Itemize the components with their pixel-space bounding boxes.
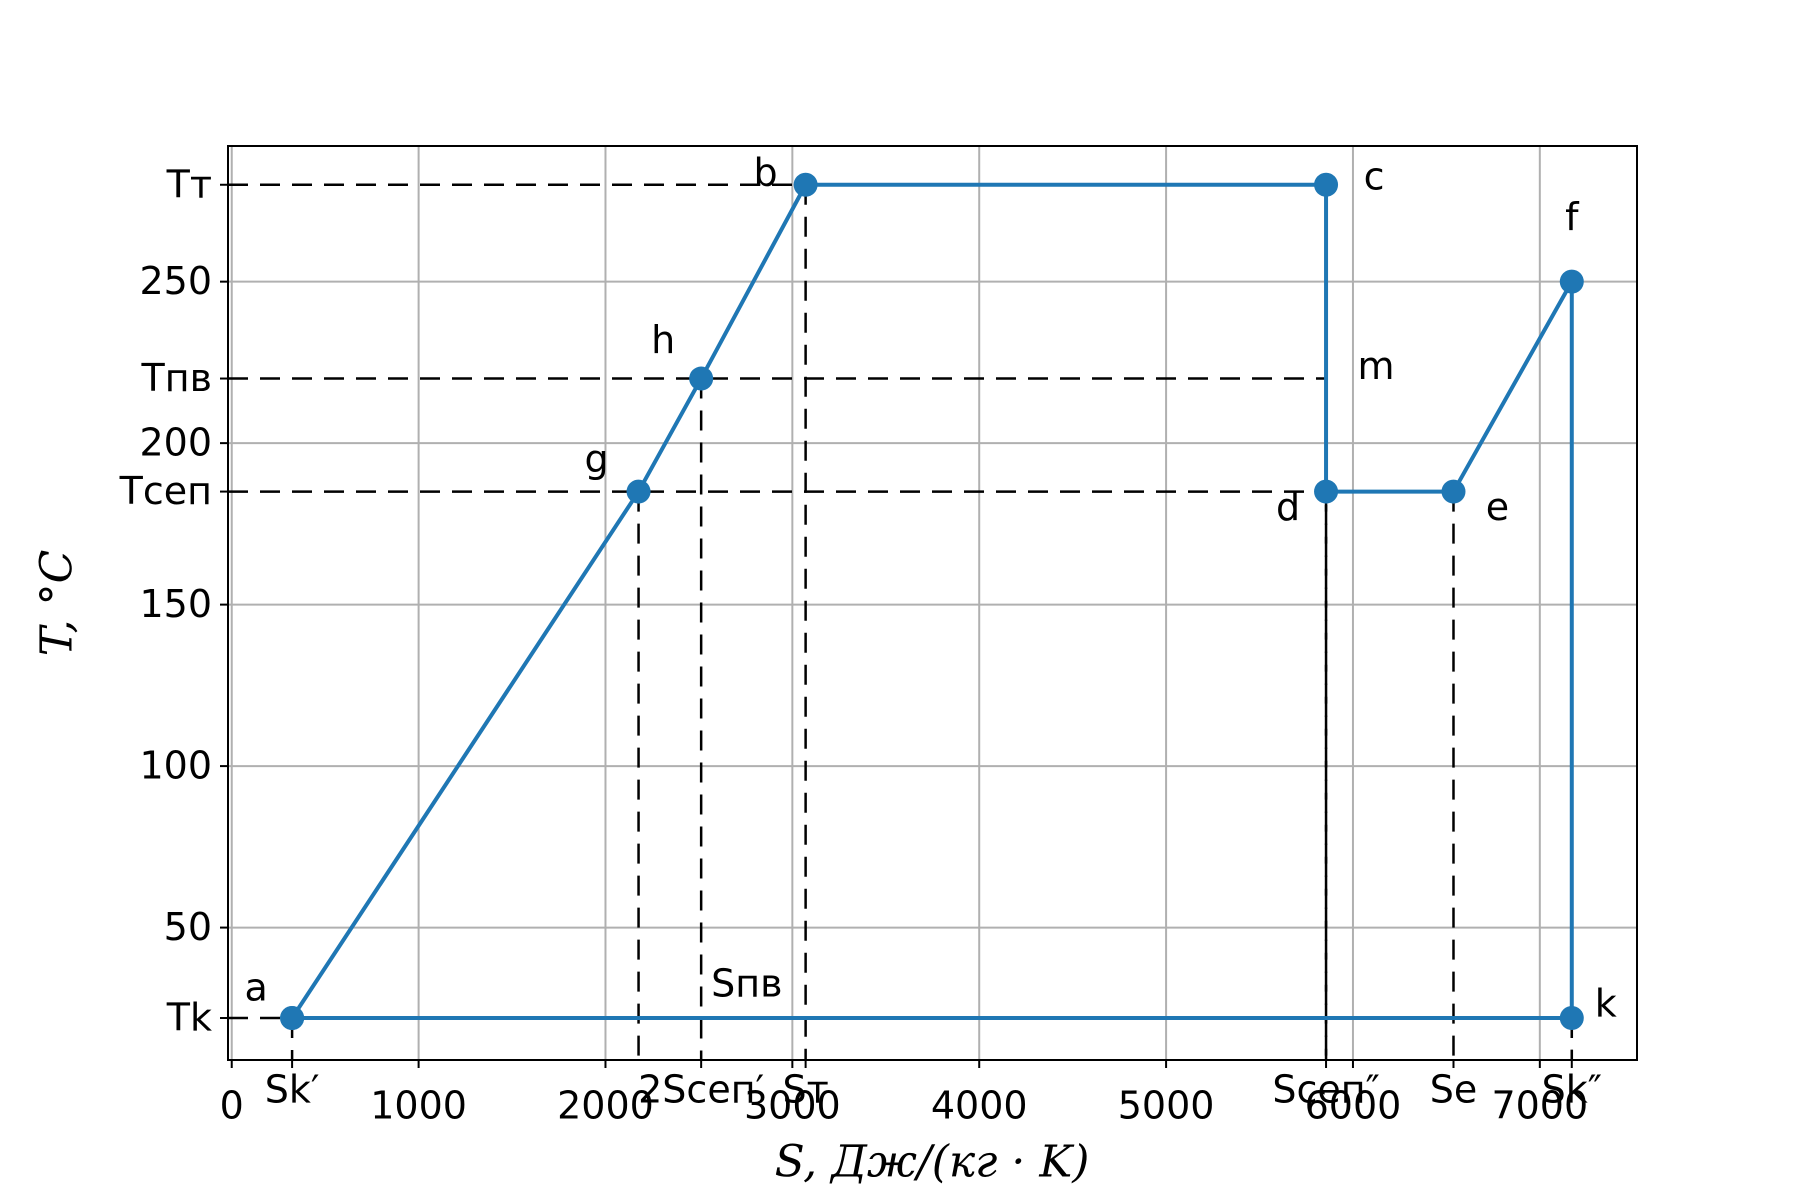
point-label: b [754,150,778,194]
point-label: h [651,318,675,362]
x-tick-label: 4000 [931,1084,1028,1128]
series-line [290,182,1574,1021]
y-tick-label: Tсеп [119,469,212,513]
point-label: f [1565,195,1580,239]
x-tick-label: 2Sсеп′ [638,1068,764,1112]
x-tick-label: 6000 [1305,1084,1402,1128]
point [1314,172,1339,197]
x-tick-label: 2000 [557,1084,654,1128]
point [689,366,714,391]
x-tick-label: 0 [220,1084,244,1128]
x-tick-label: Sk′ [265,1068,320,1112]
point [626,479,651,504]
point [1559,1006,1584,1031]
point-label: k [1595,982,1617,1026]
point-label: d [1276,485,1300,529]
point-label: c [1364,154,1385,198]
plot-frame [227,145,1638,1061]
x-axis-label: S, Дж/(кг · K) [775,1137,1090,1188]
y-tick-label: 50 [164,905,212,949]
x-tick-label: 7000 [1491,1084,1588,1128]
x-tick-label: 3000 [744,1084,841,1128]
point [1559,269,1584,294]
y-tick-label: 200 [139,421,212,465]
point [280,1006,305,1031]
x-tick-label: Sсеп″ [1272,1068,1379,1112]
x-tick-label: Se [1430,1068,1478,1112]
x-tick-label: 1000 [370,1084,467,1128]
y-tick-label: 100 [139,744,212,788]
x-tick-label: Sk″ [1542,1068,1602,1112]
point [1441,479,1466,504]
x-tick-label: 5000 [1118,1084,1215,1128]
y-tick-label: 150 [139,582,212,626]
point-label: e [1486,485,1509,529]
y-axis-label: T, °C [32,550,83,657]
annotation: Sпв [711,962,782,1006]
point [793,172,818,197]
point [1314,479,1339,504]
y-tick-label: Tk [166,996,212,1040]
y-tick-label: Tпв [141,356,212,400]
y-tick-label: 250 [139,259,212,303]
annotation: m [1358,344,1395,388]
y-tick-label: Tт [166,162,212,206]
point-label: a [244,966,267,1010]
x-tick-label: Sт [782,1068,828,1112]
point-label: g [584,437,608,481]
